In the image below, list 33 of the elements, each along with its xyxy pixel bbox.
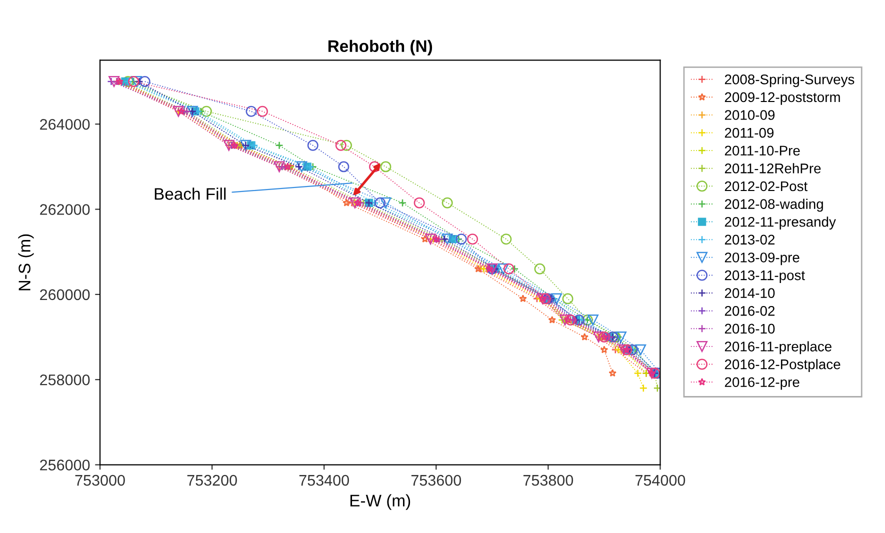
y-tick-label: 262000 <box>40 204 90 215</box>
x-tick-label: 753400 <box>299 474 349 486</box>
annotation: Beach Fill <box>154 188 226 200</box>
y-tick-label: 264000 <box>40 118 90 130</box>
legend-label: 2014-10 <box>724 288 775 298</box>
legend-label: 2011-09 <box>724 128 774 138</box>
legend-label: 2013-11-post <box>724 270 805 283</box>
legend-label: 2011-10-Pre <box>724 146 800 156</box>
x-axis-title: E-W (m) <box>350 494 410 510</box>
legend-label: 2012-11-presandy <box>724 216 836 230</box>
y-tick-label: 258000 <box>40 374 90 386</box>
chart-title: Rehoboth (N) <box>328 40 432 56</box>
legend-label: 2012-02-Post <box>724 181 808 192</box>
x-tick-label: 754000 <box>636 474 686 486</box>
x-tick-label: 753800 <box>523 474 574 486</box>
y-tick-label: 256000 <box>40 460 90 470</box>
legend-label: 2009-12-poststorm <box>724 92 840 105</box>
x-tick-label: 753200 <box>187 474 237 486</box>
legend-label: 2013-02 <box>724 234 775 245</box>
x-tick-label: 753000 <box>75 474 125 486</box>
legend-label: 2012-08-wading <box>724 198 823 212</box>
y-axis-title: N-S (m) <box>18 234 34 290</box>
legend-label: 2016-02 <box>724 306 775 316</box>
legend-label: 2016-11-preplace <box>724 341 832 354</box>
legend-label: 2011-12RehPre <box>724 163 821 174</box>
legend-label: 2016-12-pre <box>724 377 800 390</box>
legend-label: 2013-09-pre <box>724 252 800 266</box>
legend-label: 2010-09 <box>724 110 775 120</box>
legend-label: 2008-Spring-Surveys <box>724 74 854 88</box>
legend-label: 2016-12-Postplace <box>724 359 840 372</box>
x-tick-label: 753600 <box>411 474 462 486</box>
legend-label: 2016-10 <box>724 324 775 334</box>
y-tick-label: 260000 <box>40 289 90 300</box>
